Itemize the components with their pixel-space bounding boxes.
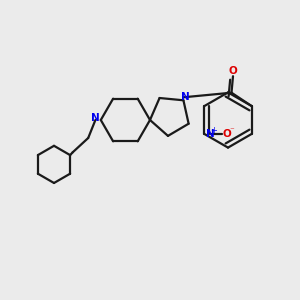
Text: N: N: [181, 92, 189, 102]
Text: O: O: [229, 66, 237, 76]
Text: N: N: [91, 112, 100, 123]
Text: ⁻: ⁻: [230, 126, 234, 135]
Text: +: +: [211, 126, 218, 135]
Text: O: O: [222, 129, 231, 139]
Text: N: N: [206, 129, 214, 139]
